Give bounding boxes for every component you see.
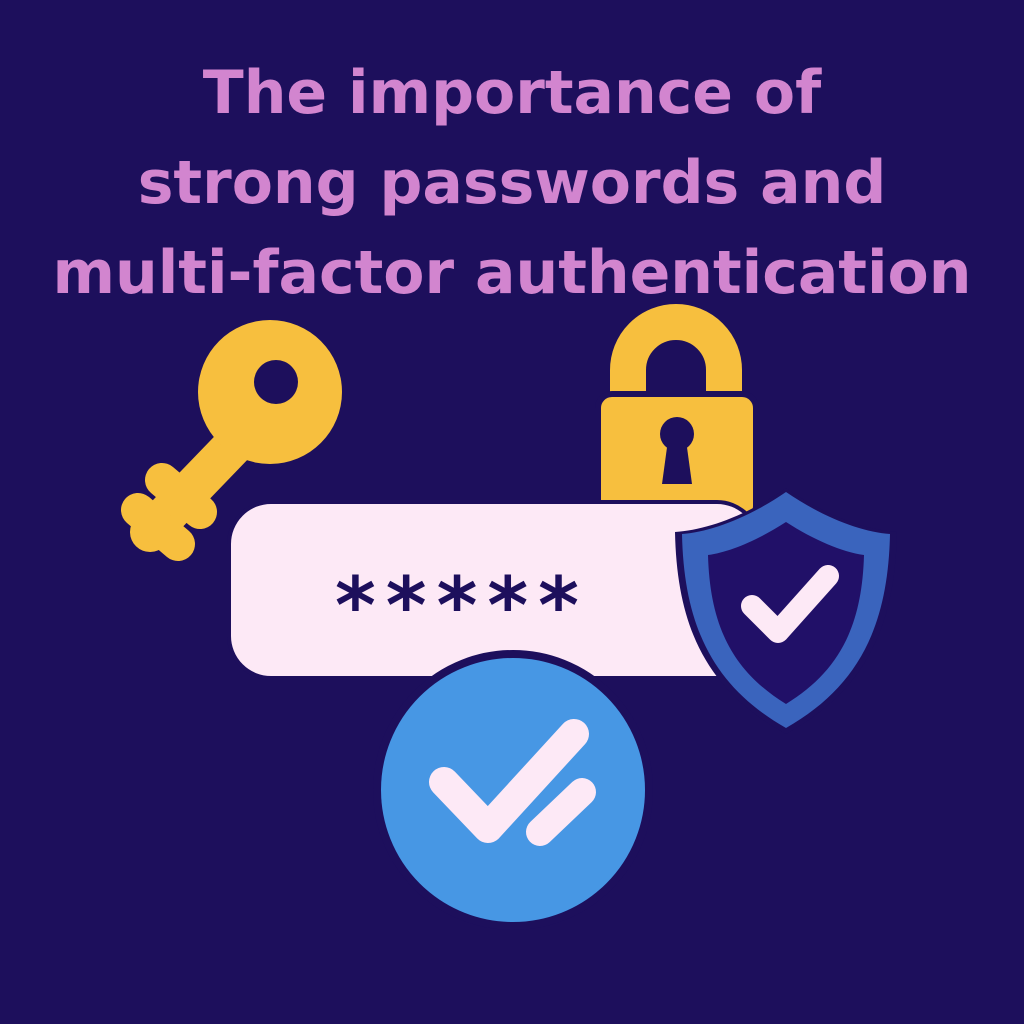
password-mask: ***** (335, 562, 589, 652)
key-icon (121, 320, 342, 561)
title-line-2: strong passwords and (137, 148, 887, 218)
double-check-circle-icon (373, 650, 653, 930)
title-line-1: The importance of (202, 58, 822, 128)
page-title: The importance of strong passwords and m… (0, 48, 1024, 318)
shield-check-icon (675, 488, 897, 734)
title-line-3: multi-factor authentication (52, 238, 972, 308)
padlock-icon (595, 304, 759, 523)
